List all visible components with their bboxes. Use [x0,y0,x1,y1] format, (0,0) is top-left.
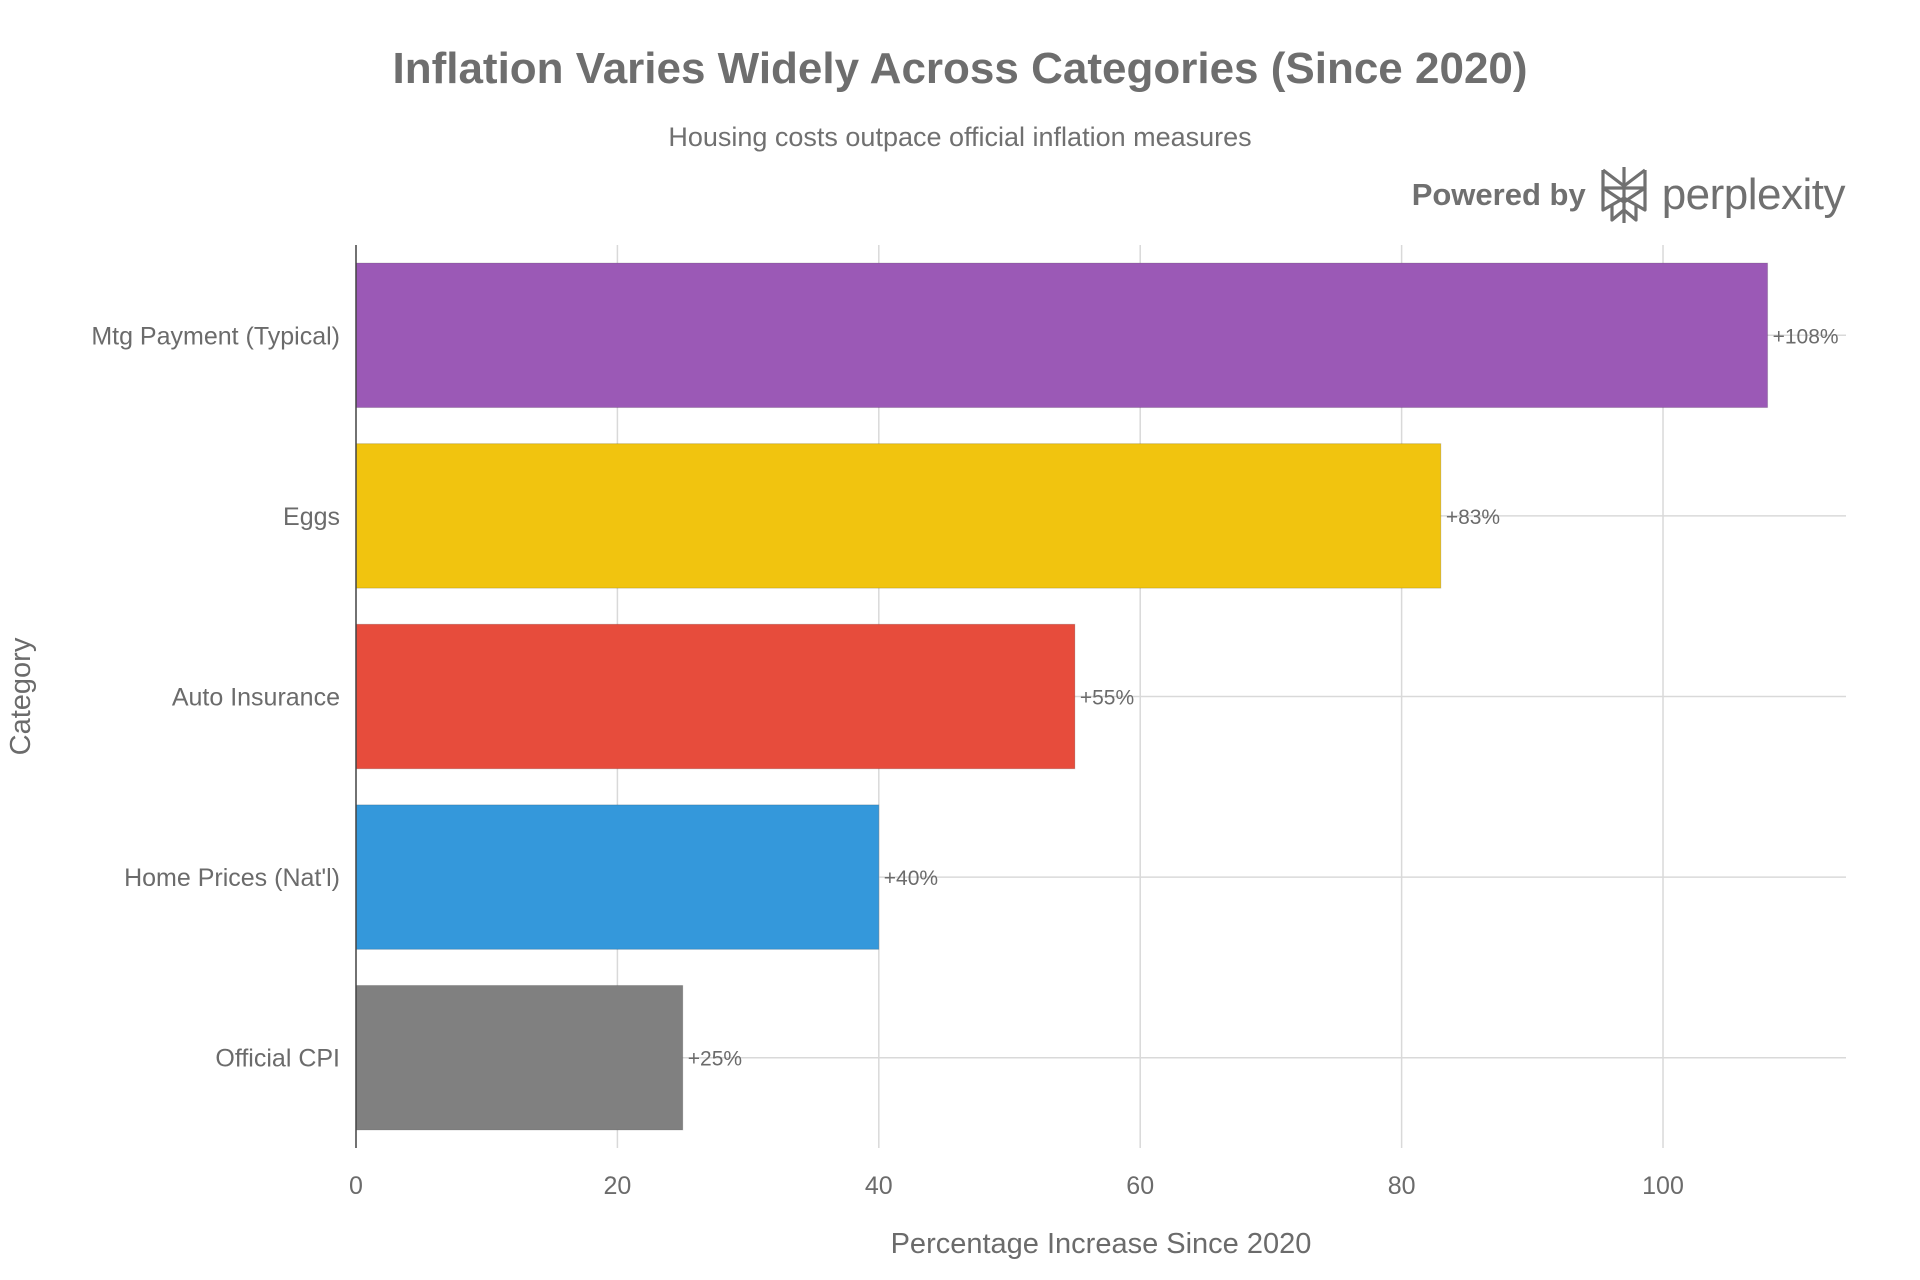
x-axis-label: Percentage Increase Since 2020 [891,1228,1312,1260]
x-tick-label: 40 [865,1172,893,1200]
data-label: +40% [884,867,938,890]
bar [355,262,1769,409]
brand-prefix: Powered by [1411,177,1586,212]
data-label: +25% [688,1048,742,1071]
y-category-label: Home Prices (Nat'l) [124,864,340,892]
bar [355,443,1442,589]
bar [355,623,1076,770]
x-tick-label: 80 [1388,1172,1416,1200]
x-tick-label: 60 [1126,1172,1154,1200]
x-tick-labels: 0 20 40 60 80 100 [349,1172,1684,1200]
data-label: +83% [1446,506,1500,529]
y-category-label: Eggs [283,503,340,531]
y-axis-label: Category [5,637,37,755]
bar [355,804,880,950]
y-category-label: Mtg Payment (Typical) [91,322,340,350]
data-label: +55% [1080,687,1134,710]
brand-watermark: Powered by perplexity [1411,160,1846,230]
x-tick-label: 0 [349,1172,363,1200]
x-tick-label: 20 [603,1172,631,1200]
y-category-label: Auto Insurance [172,684,340,712]
bars [355,262,1769,1131]
chart-title: Inflation Varies Widely Across Categorie… [392,44,1528,93]
bar [355,984,684,1131]
perplexity-logo-icon [1601,167,1647,223]
data-labels: +108% +83% +55% +40% +25% [688,325,1839,1070]
brand-name: perplexity [1661,170,1846,219]
chart-subtitle: Housing costs outpace official inflation… [668,122,1252,152]
y-category-labels: Mtg Payment (Typical) Eggs Auto Insurance H… [91,322,340,1072]
x-tick-label: 100 [1642,1172,1684,1200]
y-category-label: Official CPI [215,1045,340,1073]
data-label: +108% [1773,325,1839,348]
